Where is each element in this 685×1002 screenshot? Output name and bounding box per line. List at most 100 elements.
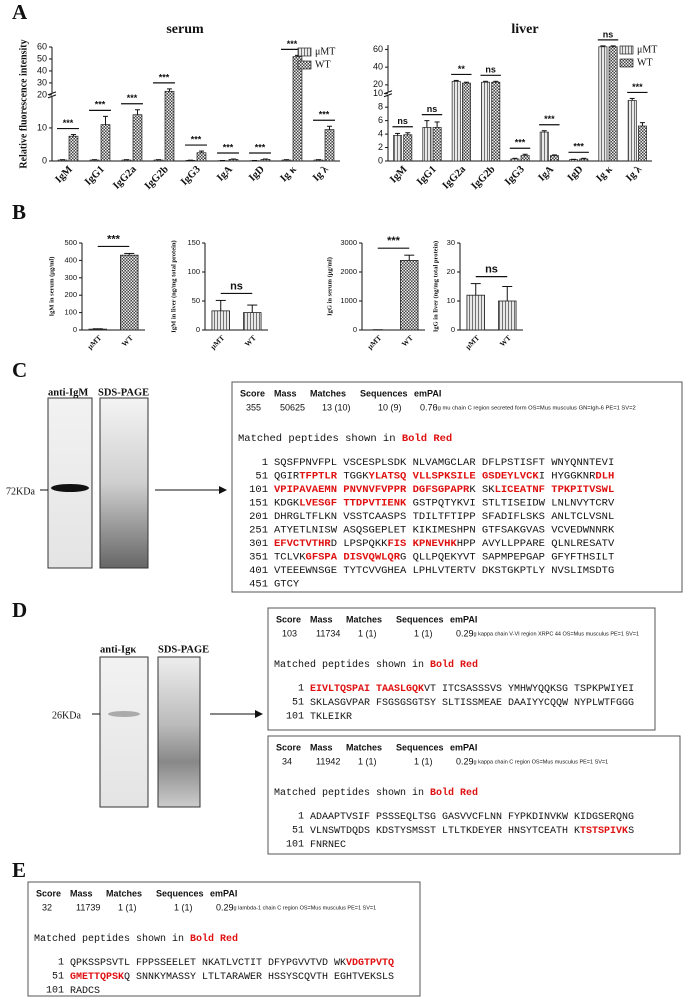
- column-value: 1 (1): [174, 902, 193, 912]
- note-highlight: Bold Red: [190, 933, 238, 945]
- matched-note: Matched peptides shown in Bold Red: [238, 433, 452, 445]
- matched-note: Matched peptides shown in Bold Red: [34, 933, 238, 945]
- y-axis-label: IgG in liver (ng/mg total protein): [432, 241, 439, 332]
- bar: [400, 259, 419, 331]
- sequence-text: GTCY: [274, 578, 300, 590]
- match-box: [267, 607, 656, 731]
- column-header: Sequences: [360, 388, 408, 398]
- bar: [608, 46, 618, 162]
- sequence-line: ATYETLNISW ASQSGEPLET KIKIMESHPN GTFSAKG…: [274, 524, 615, 536]
- bar: [164, 90, 175, 162]
- sequence-text: I HYGGKNR: [539, 470, 596, 482]
- column-value: 1 (1): [414, 756, 433, 766]
- significance-label: ns: [397, 116, 408, 126]
- bar: [243, 312, 262, 331]
- x-tick-label: Ig κ: [278, 164, 298, 184]
- x-tick-label: μMT: [463, 333, 481, 351]
- x-tick-label: Ig λ: [311, 163, 331, 183]
- bar: [120, 254, 139, 331]
- y-tick-label: 2000: [340, 267, 357, 276]
- column-header: Score: [240, 388, 265, 398]
- column-value: 11739: [76, 902, 100, 912]
- x-tick-label: IgA: [536, 164, 556, 184]
- x-tick-label: IgG3: [503, 164, 527, 188]
- column-header: Score: [36, 888, 61, 898]
- x-tick-label: WT: [498, 333, 513, 348]
- sequence-text: SQSFPNVFPL VSCESPLSDK NLVAMGCLAR DFLPSTI…: [274, 457, 614, 469]
- panel-label: E: [12, 858, 26, 882]
- protein-description: Ig kappa chain V-VI region XRPC 44 OS=Mu…: [472, 631, 639, 637]
- chart-title: liver: [511, 22, 538, 37]
- sequence-position: 301: [249, 538, 268, 550]
- significance-label: ***: [191, 134, 202, 144]
- y-tick-label: 30: [447, 238, 455, 247]
- sequence-position: 201: [249, 511, 268, 523]
- note-text: Matched peptides shown in: [238, 433, 396, 445]
- sequence-position: 51: [255, 470, 268, 482]
- y-tick-label: 1000: [340, 296, 357, 305]
- column-value: 34: [282, 756, 292, 766]
- y-tick-label: 0: [42, 155, 47, 165]
- note-text: Matched peptides shown in: [274, 787, 424, 799]
- x-tick-label: IgG3: [179, 164, 203, 188]
- legend-swatch: [297, 60, 312, 70]
- y-tick-label: 0: [353, 325, 357, 334]
- sequence-text: FNRNEC: [310, 840, 346, 851]
- sequence-line: EFVCTVTHRD LPSPQKKFIS KPNEVHKHPP AVYLLPP…: [274, 538, 615, 550]
- bar: [68, 135, 79, 162]
- column-header: Matches: [106, 888, 142, 898]
- sequence-position: 1: [298, 684, 304, 695]
- note-text: Matched peptides shown in: [274, 659, 424, 671]
- y-tick-label: 3000: [340, 238, 357, 247]
- column-header: Score: [276, 614, 301, 624]
- column-value: 355: [246, 402, 261, 412]
- note-highlight: Bold Red: [402, 433, 452, 445]
- bar: [520, 155, 530, 162]
- sequence-line: QPKSSPSVTL FPPSSEELET NKATLVCTIT DFYPGVV…: [70, 958, 394, 969]
- sequence-text: TCLVK: [274, 551, 306, 563]
- size-marker: 26KDa: [52, 710, 81, 721]
- column-value: 1 (1): [358, 756, 377, 766]
- sequence-text: TKLEIKR: [310, 712, 352, 723]
- bar: [461, 82, 471, 162]
- significance-label: ns: [485, 65, 496, 75]
- significance-label: ***: [319, 110, 330, 120]
- x-tick-label: Ig λ: [624, 163, 644, 183]
- note-highlight: Bold Red: [430, 787, 478, 799]
- y-axis-label: Relative fluorescence intensity: [18, 39, 29, 168]
- panel-label: B: [12, 200, 26, 224]
- x-tick-label: WT: [243, 333, 258, 348]
- y-tick-label: 20: [373, 79, 383, 89]
- y-tick-label: 0: [73, 325, 77, 334]
- column-value: 11942: [316, 756, 340, 766]
- significance-label: ***: [95, 100, 106, 110]
- bar: [228, 158, 239, 162]
- sequence-position: 51: [292, 826, 304, 837]
- sequence-text: HPP AVYLLPPARE QLNLRESATV: [457, 538, 615, 550]
- bar: [569, 159, 579, 162]
- sequence-text: TGGK: [337, 470, 369, 482]
- matched-peptide: FIS KPNEVHK: [387, 538, 457, 550]
- column-header: Mass: [70, 888, 93, 898]
- sequence-line: FNRNEC: [310, 840, 346, 851]
- column-value: 11734: [316, 628, 340, 638]
- y-tick-label: 10: [447, 296, 455, 305]
- bar: [292, 56, 303, 162]
- significance-label: ns: [603, 29, 614, 39]
- sequence-line: GTCY: [274, 578, 300, 590]
- column-value: 13 (10): [322, 402, 351, 412]
- bar: [432, 127, 442, 162]
- y-axis-label: IgM in liver (ng/mg total protein): [170, 240, 177, 332]
- sequence-position: 101: [286, 712, 304, 723]
- legend-label: WT: [315, 59, 331, 70]
- bar: [637, 125, 647, 162]
- bar: [598, 46, 608, 162]
- legend-swatch: [619, 45, 634, 55]
- x-tick-label: IgG1: [415, 164, 439, 188]
- sequence-text: S: [628, 826, 634, 837]
- matched-peptide: VPIPAVAEMN PNVNVFVPPR DGFSGPAPR: [274, 484, 470, 496]
- significance-label: **: [458, 64, 466, 74]
- axis-break: [383, 93, 393, 98]
- sequence-line: ADAAPTVSIF PSSSEQLTSG GASVVCFLNN FYPKDIN…: [310, 812, 634, 823]
- sequence-text: G QLLPQEKYVT SAPMPEPGAP GFYFTHSILT: [400, 551, 614, 563]
